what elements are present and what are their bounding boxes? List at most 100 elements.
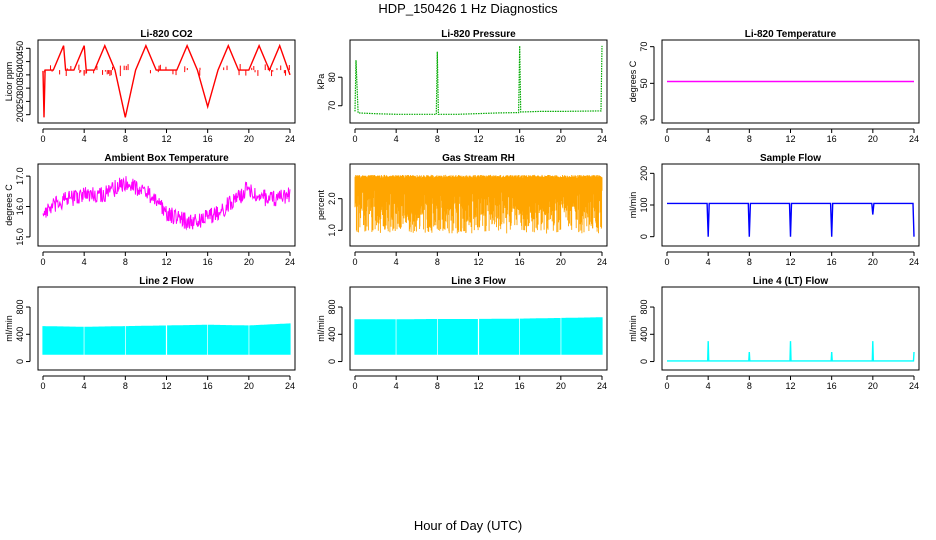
- y-tick-label: 800: [639, 300, 649, 315]
- x-tick-label: 0: [352, 381, 357, 391]
- plot-frame: [349, 286, 608, 371]
- x-tick-label: 4: [82, 257, 87, 267]
- x-tick-label: 24: [597, 257, 607, 267]
- y-axis-label: Licor ppm: [4, 62, 14, 102]
- y-axis-label: kPa: [316, 74, 326, 90]
- chart-title: Li-820 Temperature: [745, 29, 837, 40]
- x-tick-label: 12: [473, 257, 483, 267]
- series-band: [42, 323, 291, 355]
- y-tick-label: 200: [15, 107, 25, 122]
- chart-panel: Gas Stream RH percent 0 4 8 12 16 20 24 1.0 2.0: [316, 153, 608, 267]
- x-tick-label: 16: [203, 134, 213, 144]
- plot-frame: [37, 163, 296, 247]
- chart-title: Ambient Box Temperature: [104, 153, 229, 164]
- y-tick-label: 15.0: [15, 228, 25, 246]
- series-line: [42, 176, 291, 231]
- series-line: [667, 341, 915, 362]
- x-tick-label: 0: [664, 381, 669, 391]
- chart-panel: Line 3 Flow ml/min 0 4 8 12 16 20 24 0 400 800: [316, 276, 608, 391]
- y-tick-label: 70: [639, 42, 649, 52]
- chart-title: Sample Flow: [760, 153, 821, 164]
- x-tick-label: 20: [868, 381, 878, 391]
- chart-panel: Line 4 (LT) Flow ml/min 0 4 8 12 16 20 24 0 400 800: [628, 276, 920, 391]
- y-tick-label: 70: [327, 101, 337, 111]
- x-tick-label: 8: [435, 134, 440, 144]
- y-tick-label: 200: [639, 166, 649, 181]
- x-tick-label: 24: [909, 257, 919, 267]
- x-tick-label: 8: [747, 134, 752, 144]
- x-tick-label: 4: [394, 257, 399, 267]
- y-tick-label: 400: [15, 327, 25, 342]
- x-tick-label: 16: [827, 134, 837, 144]
- x-tick-label: 16: [827, 257, 837, 267]
- x-tick-label: 0: [664, 257, 669, 267]
- y-tick-label: 400: [639, 327, 649, 342]
- plot-frame: [37, 39, 296, 124]
- chart-panel: Li-820 Pressure kPa 0 4 8 12 16 20 24 70 80: [316, 29, 608, 144]
- y-tick-label: 350: [15, 67, 25, 82]
- x-tick-label: 4: [706, 381, 711, 391]
- x-tick-label: 0: [352, 134, 357, 144]
- x-tick-label: 12: [161, 381, 171, 391]
- y-tick-label: 300: [15, 81, 25, 96]
- x-tick-label: 8: [123, 257, 128, 267]
- x-tick-label: 16: [515, 381, 525, 391]
- x-tick-label: 4: [82, 134, 87, 144]
- chart-title: Line 2 Flow: [139, 276, 194, 287]
- x-tick-label: 24: [909, 134, 919, 144]
- y-tick-label: 1.0: [327, 224, 337, 237]
- x-tick-label: 24: [597, 134, 607, 144]
- chart-title: Li-820 CO2: [140, 29, 193, 40]
- series-line: [354, 174, 603, 234]
- x-tick-label: 4: [706, 134, 711, 144]
- chart-panel: Sample Flow ml/min 0 4 8 12 16 20 24 0 100 200: [628, 153, 920, 267]
- x-tick-label: 12: [473, 134, 483, 144]
- x-tick-label: 24: [285, 257, 295, 267]
- chart-panel: Ambient Box Temperature degrees C 0 4 8 12 16 2…: [4, 153, 296, 267]
- x-tick-label: 4: [394, 381, 399, 391]
- chart-title: Line 3 Flow: [451, 276, 506, 287]
- y-axis-label: ml/min: [628, 315, 638, 342]
- y-tick-label: 17.0: [15, 167, 25, 185]
- x-tick-label: 8: [435, 381, 440, 391]
- x-tick-label: 24: [285, 381, 295, 391]
- x-tick-label: 20: [556, 381, 566, 391]
- x-tick-label: 4: [706, 257, 711, 267]
- chart-panel: Li-820 Temperature degrees C 0 4 8 12 16 20 24 30…: [628, 29, 920, 144]
- y-tick-label: 2.0: [327, 192, 337, 205]
- y-axis-label: degrees C: [628, 60, 638, 102]
- x-tick-label: 8: [123, 134, 128, 144]
- page-title: HDP_150426 1 Hz Diagnostics: [378, 1, 558, 16]
- y-axis-label: ml/min: [628, 192, 638, 219]
- y-tick-label: 30: [639, 115, 649, 125]
- x-tick-label: 8: [123, 381, 128, 391]
- x-tick-label: 0: [40, 134, 45, 144]
- y-axis-label: percent: [316, 189, 326, 220]
- x-tick-label: 20: [244, 134, 254, 144]
- x-tick-label: 0: [664, 134, 669, 144]
- x-tick-label: 20: [244, 381, 254, 391]
- y-tick-label: 400: [327, 327, 337, 342]
- x-tick-label: 20: [556, 134, 566, 144]
- x-tick-label: 8: [747, 257, 752, 267]
- y-axis-label: ml/min: [4, 315, 14, 342]
- plot-frame: [661, 163, 920, 247]
- y-tick-label: 0: [639, 359, 649, 364]
- x-tick-label: 16: [827, 381, 837, 391]
- plot-frame: [349, 39, 608, 124]
- x-tick-label: 20: [244, 257, 254, 267]
- x-tick-label: 24: [909, 381, 919, 391]
- y-axis-label: degrees C: [4, 184, 14, 226]
- x-tick-label: 16: [203, 381, 213, 391]
- x-tick-label: 12: [161, 257, 171, 267]
- shared-x-axis-label: Hour of Day (UTC): [413, 518, 523, 533]
- y-tick-label: 80: [327, 72, 337, 82]
- x-tick-label: 16: [203, 257, 213, 267]
- x-tick-label: 20: [556, 257, 566, 267]
- y-tick-label: 450: [15, 41, 25, 56]
- y-tick-label: 800: [327, 300, 337, 315]
- x-tick-label: 4: [82, 381, 87, 391]
- y-tick-label: 800: [15, 300, 25, 315]
- x-tick-label: 20: [868, 134, 878, 144]
- x-tick-label: 12: [473, 381, 483, 391]
